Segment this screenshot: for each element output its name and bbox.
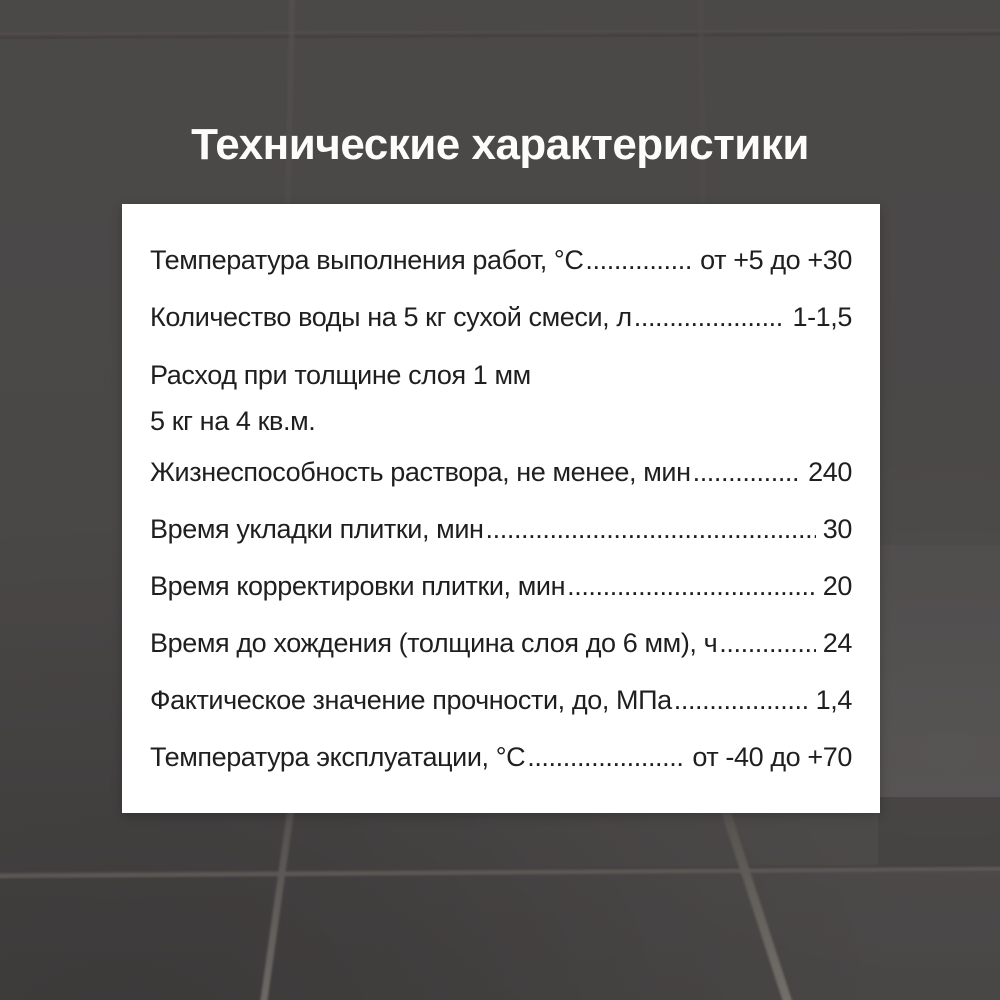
- dotted-leader: [527, 729, 685, 786]
- dotted-leader: [693, 444, 802, 501]
- spec-value: 30: [822, 514, 853, 544]
- spec-label: Время укладки плитки, мин: [150, 514, 484, 544]
- dotted-leader: [719, 615, 815, 672]
- dotted-leader: [486, 501, 816, 558]
- spec-row: Расход при толщине слоя 1 мм 5 кг на 4 к…: [150, 352, 852, 444]
- spec-row: Количество воды на 5 кг сухой смеси, л 1…: [150, 289, 852, 346]
- spec-value: от +5 до +30: [700, 245, 852, 275]
- spec-label: Время корректировки плитки, мин: [150, 571, 566, 601]
- spec-row: Время укладки плитки, мин 30: [150, 501, 852, 558]
- spec-value: 20: [822, 571, 853, 601]
- dotted-leader: [585, 232, 693, 289]
- tile-grout-horizontal-top: [0, 29, 1000, 39]
- spec-value: 24: [822, 628, 853, 658]
- spec-row: Температура выполнения работ, °С от +5 д…: [150, 232, 852, 289]
- spec-label: Жизнеспособность раствора, не менее, мин: [150, 457, 691, 487]
- spec-row: Время до хождения (толщина слоя до 6 мм)…: [150, 615, 852, 672]
- spec-row: Фактическое значение прочности, до, МПа …: [150, 672, 852, 729]
- page-title: Технические характеристики: [191, 120, 809, 169]
- spec-label: Расход при толщине слоя 1 мм: [150, 360, 531, 390]
- spec-label: Фактическое значение прочности, до, МПа: [150, 685, 672, 715]
- spec-value: от -40 до +70: [692, 742, 852, 772]
- spec-label: Температура выполнения работ, °С: [150, 245, 584, 275]
- spec-value: 240: [808, 457, 852, 487]
- dotted-leader: [674, 672, 809, 729]
- specs-card: Температура выполнения работ, °С от +5 д…: [122, 204, 880, 813]
- tile-grout-horizontal-bottom: [0, 864, 1000, 879]
- tile-highlight-patch: [878, 545, 1000, 797]
- spec-value: 1-1,5: [792, 302, 852, 332]
- tile-shadow-patch: [878, 797, 1000, 872]
- tile-grout-vertical-bottom-right: [721, 809, 796, 1000]
- spec-label: Температура эксплуатации, °С: [150, 742, 526, 772]
- spec-label-line2: 5 кг на 4 кв.м.: [150, 406, 316, 436]
- spec-label: Время до хождения (толщина слоя до 6 мм)…: [150, 628, 718, 658]
- spec-row: Температура эксплуатации, °С от -40 до +…: [150, 729, 852, 786]
- dotted-leader: [567, 558, 816, 615]
- spec-row: Время корректировки плитки, мин 20: [150, 558, 852, 615]
- tile-grout-vertical-bottom-left: [258, 806, 295, 1000]
- dotted-leader: [634, 289, 786, 346]
- spec-value: 1,4: [815, 685, 853, 715]
- spec-row: Жизнеспособность раствора, не менее, мин…: [150, 444, 852, 501]
- spec-label: Количество воды на 5 кг сухой смеси, л: [150, 302, 632, 332]
